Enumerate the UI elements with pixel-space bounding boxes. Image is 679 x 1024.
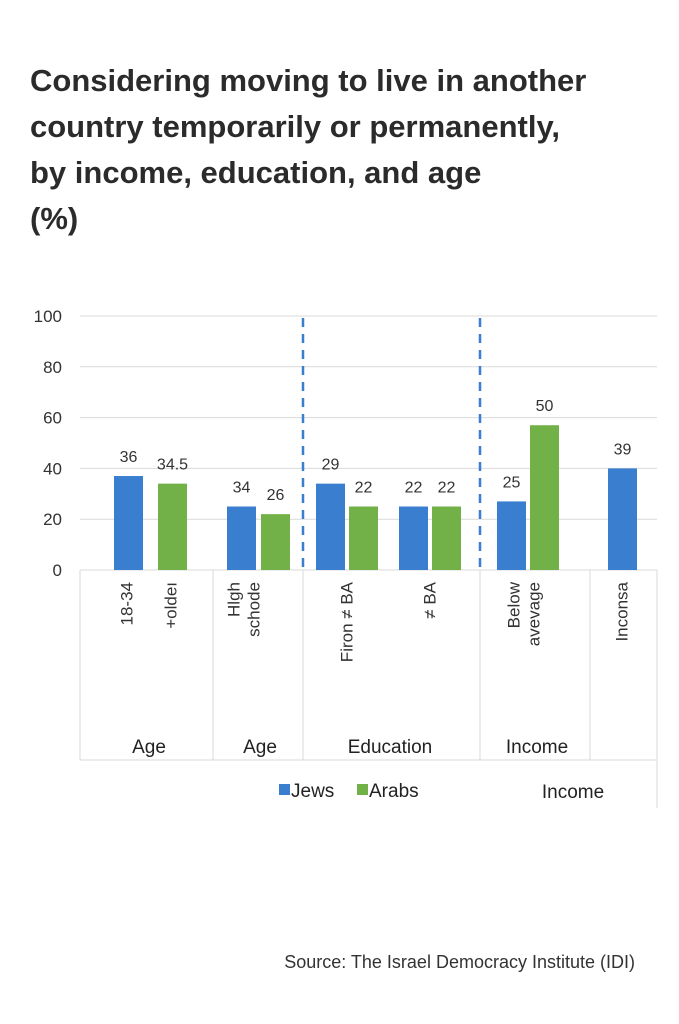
data-label: 36 — [120, 449, 138, 466]
group-label: Education — [348, 737, 433, 758]
bar — [316, 483, 345, 570]
category-label: Below — [504, 581, 523, 628]
bar — [349, 506, 378, 570]
title-line-1: Considering moving to live in another — [30, 63, 587, 98]
title-line-4: (%) — [30, 201, 79, 236]
legend-extra-label: Income — [542, 782, 604, 803]
bar — [497, 501, 526, 570]
data-label: 29 — [322, 457, 340, 474]
bar — [261, 514, 290, 570]
legend-label: Jews — [291, 781, 334, 802]
category-label: +oldeı — [161, 582, 180, 629]
category-label: schode — [244, 582, 263, 637]
legend-swatch — [279, 784, 290, 795]
legend-swatch — [357, 784, 368, 795]
data-label: 22 — [405, 480, 423, 497]
category-label: 18-34 — [117, 582, 136, 625]
group-label: Age — [132, 737, 166, 758]
y-tick-label: 60 — [43, 409, 62, 428]
bar — [114, 476, 143, 570]
category-label: avevage — [524, 582, 543, 646]
category-label: ≠ BA — [420, 581, 439, 618]
data-label: 34 — [233, 480, 251, 497]
y-tick-label: 100 — [34, 307, 62, 326]
title-line-2: country temporarily or permanently, — [30, 109, 560, 144]
group-label: Income — [506, 737, 568, 758]
source-note: Source: The Israel Democracy Institute (… — [284, 952, 635, 972]
title-line-3: by income, education, and age — [30, 155, 482, 190]
data-label: 25 — [503, 474, 521, 491]
bar — [227, 506, 256, 570]
bar — [530, 425, 559, 570]
data-label: 22 — [438, 480, 456, 497]
category-label: Firon ≠ BA — [337, 581, 356, 662]
bar — [432, 506, 461, 570]
bar — [608, 468, 637, 570]
legend-label: Arabs — [369, 781, 419, 802]
category-label: Hlgh — [224, 582, 243, 617]
data-label: 39 — [614, 441, 632, 458]
y-tick-label: 40 — [43, 459, 62, 478]
data-label: 22 — [355, 480, 373, 497]
data-label: 50 — [536, 398, 554, 415]
y-tick-label: 80 — [43, 358, 62, 377]
category-label: Inconsa — [612, 581, 631, 641]
group-label: Age — [243, 737, 277, 758]
bar — [399, 506, 428, 570]
y-tick-label: 0 — [53, 561, 62, 580]
bar — [158, 483, 187, 570]
data-label: 26 — [267, 487, 285, 504]
y-tick-label: 20 — [43, 510, 62, 529]
chart-title: Considering moving to live in another co… — [30, 58, 660, 242]
data-label: 34.5 — [157, 457, 188, 474]
